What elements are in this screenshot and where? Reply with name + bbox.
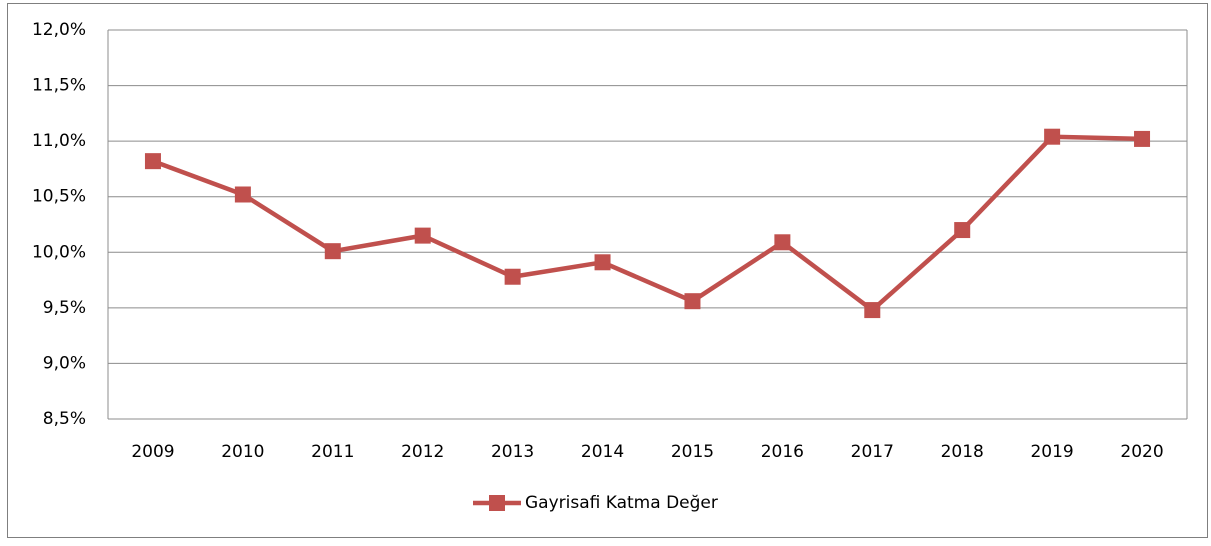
marker [594,254,611,271]
x-tick-label: 2016 [761,442,804,462]
x-tick-label: 2020 [1120,442,1163,462]
legend-marker [489,495,505,511]
marker [864,302,881,319]
y-tick-label: 12,0% [32,20,86,40]
marker [234,186,251,203]
x-tick-label: 2015 [671,442,714,462]
x-tick-label: 2019 [1030,442,1073,462]
marker [774,234,791,251]
y-tick-label: 11,0% [32,131,86,151]
x-tick-label: 2010 [221,442,264,462]
y-tick-label: 9,5% [43,298,86,318]
marker [414,227,431,244]
marker [144,153,161,170]
marker [1134,130,1151,147]
x-tick-label: 2018 [941,442,984,462]
y-tick-label: 11,5% [32,76,86,96]
x-tick-label: 2014 [581,442,624,462]
x-tick-label: 2012 [401,442,444,462]
marker [684,293,701,310]
y-tick-label: 9,0% [43,353,86,373]
x-tick-label: 2011 [311,442,354,462]
marker [1044,128,1061,145]
chart-border [7,3,1208,538]
y-tick-label: 8,5% [43,409,86,429]
marker [324,243,341,260]
marker [954,222,971,239]
legend-label: Gayrisafi Katma Değer [525,493,718,513]
marker [504,268,521,285]
x-tick-label: 2017 [851,442,894,462]
x-tick-label: 2009 [131,442,174,462]
y-tick-label: 10,0% [32,242,86,262]
data-line [152,134,1143,313]
x-tick-label: 2013 [491,442,534,462]
y-tick-label: 10,5% [32,187,86,207]
